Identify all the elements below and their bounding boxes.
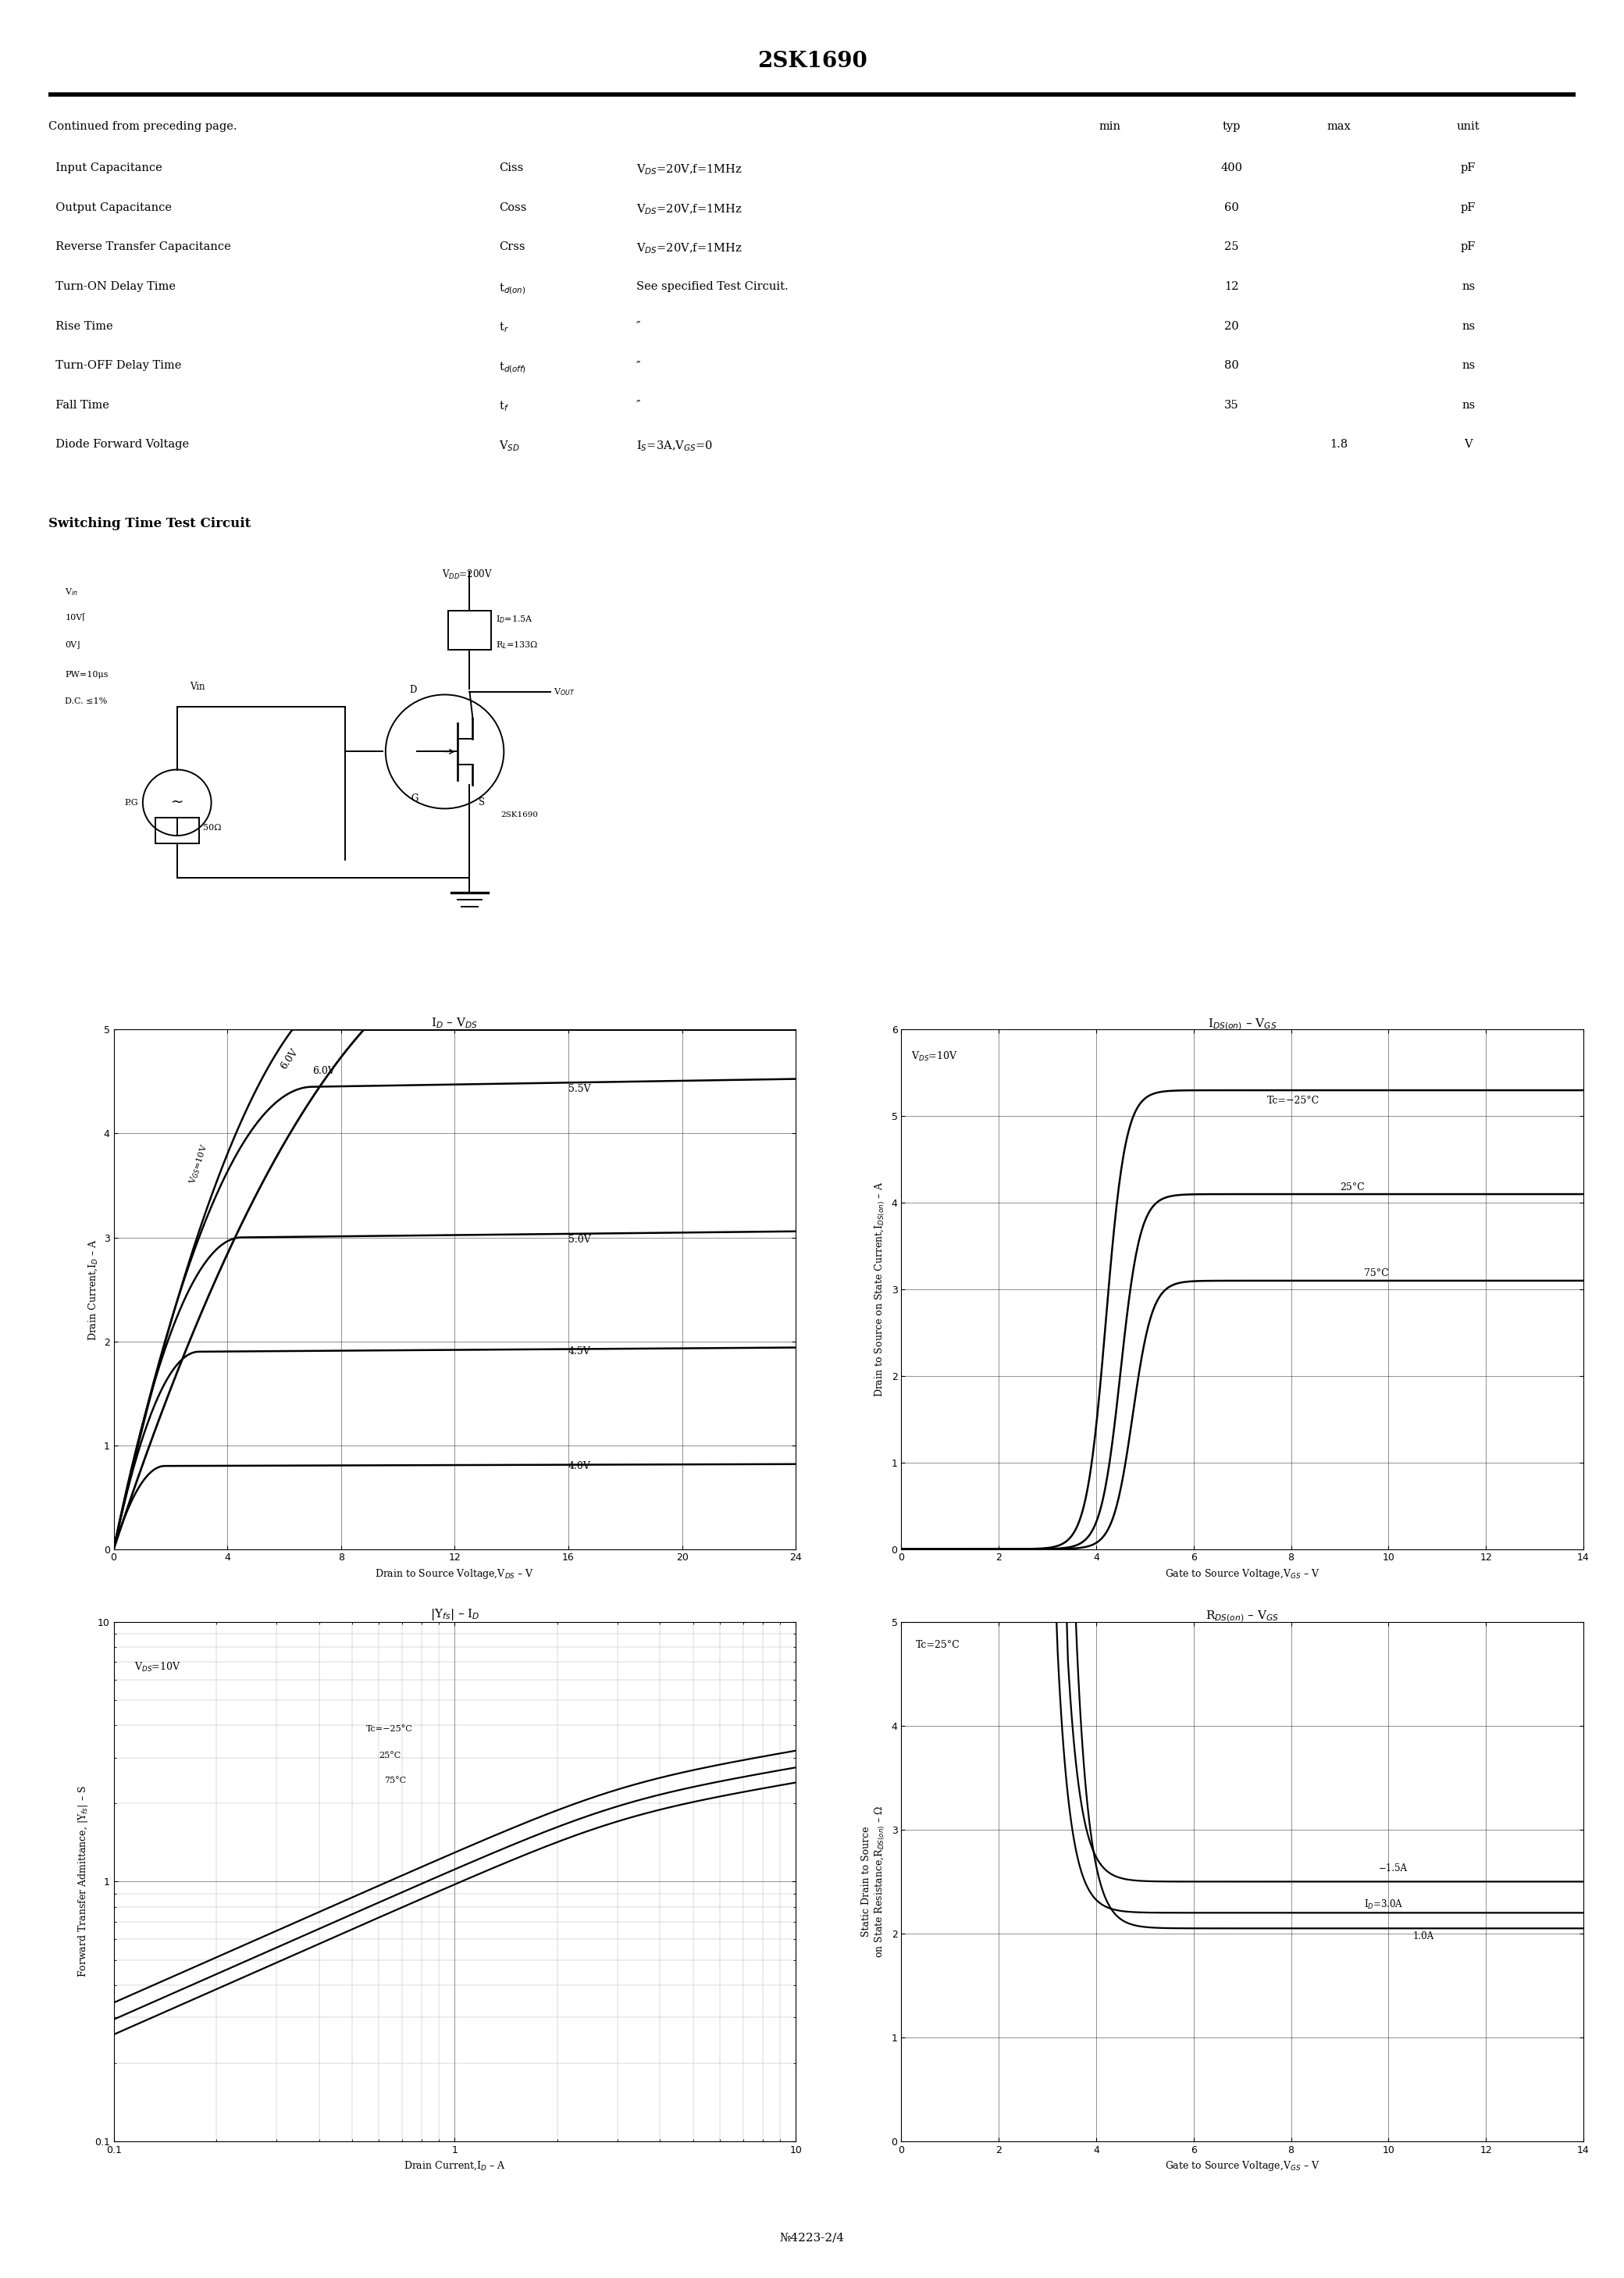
Text: V$_{OUT}$: V$_{OUT}$ <box>554 686 575 697</box>
Text: min: min <box>1099 121 1121 132</box>
Title: |Y$_{fs}$| – I$_D$: |Y$_{fs}$| – I$_D$ <box>430 1606 479 1622</box>
Text: V: V <box>1465 440 1473 451</box>
Text: 25: 25 <box>1224 241 1239 253</box>
Y-axis label: Drain Current,I$_D$ – A: Drain Current,I$_D$ – A <box>88 1239 99 1339</box>
Text: ″: ″ <box>637 399 641 410</box>
Text: ns: ns <box>1462 280 1475 292</box>
Text: 1.8: 1.8 <box>1330 440 1348 451</box>
X-axis label: Drain to Source Voltage,V$_{DS}$ – V: Drain to Source Voltage,V$_{DS}$ – V <box>375 1567 534 1581</box>
Text: S: S <box>479 797 486 809</box>
Text: 0V⌋: 0V⌋ <box>65 640 80 649</box>
Text: 10V⌈: 10V⌈ <box>65 613 86 622</box>
Text: V$_{in}$: V$_{in}$ <box>65 588 78 597</box>
Text: 75°C: 75°C <box>1364 1269 1389 1278</box>
Title: R$_{DS(on)}$ – V$_{GS}$: R$_{DS(on)}$ – V$_{GS}$ <box>1205 1608 1280 1624</box>
Text: V$_{GS}$=10V: V$_{GS}$=10V <box>187 1144 211 1185</box>
Y-axis label: Static Drain to Source
on State Resistance,R$_{DS(on)}$ – Ω: Static Drain to Source on State Resistan… <box>861 1806 887 1957</box>
Text: I$_S$=3A,V$_{GS}$=0: I$_S$=3A,V$_{GS}$=0 <box>637 440 713 453</box>
Title: I$_D$ – V$_{DS}$: I$_D$ – V$_{DS}$ <box>432 1016 477 1030</box>
Text: V$_{DD}$=200V: V$_{DD}$=200V <box>442 570 492 581</box>
Bar <box>448 611 492 649</box>
Text: Crss: Crss <box>499 241 525 253</box>
Text: unit: unit <box>1457 121 1479 132</box>
Text: G: G <box>411 793 419 804</box>
Title: I$_{DS(on)}$ – V$_{GS}$: I$_{DS(on)}$ – V$_{GS}$ <box>1208 1016 1276 1032</box>
Text: 2SK1690: 2SK1690 <box>757 50 867 71</box>
Text: Tc=25°C: Tc=25°C <box>916 1640 960 1649</box>
Text: Tc=−25°C: Tc=−25°C <box>365 1724 412 1734</box>
Text: typ: typ <box>1223 121 1241 132</box>
Text: P.G: P.G <box>125 800 138 806</box>
Text: 4.0V: 4.0V <box>568 1460 591 1472</box>
Text: pF: pF <box>1462 241 1476 253</box>
Text: 4.5V: 4.5V <box>568 1346 591 1358</box>
Text: ″: ″ <box>637 321 641 333</box>
Bar <box>156 818 198 843</box>
Y-axis label: Drain to Source on State Current,I$_{DS(on)}$ – A: Drain to Source on State Current,I$_{DS(… <box>874 1182 887 1396</box>
Text: I$_D$=1.5A: I$_D$=1.5A <box>495 613 533 624</box>
Text: pF: pF <box>1462 162 1476 173</box>
Text: 6.0V: 6.0V <box>279 1046 300 1071</box>
Text: Turn-ON Delay Time: Turn-ON Delay Time <box>49 280 175 292</box>
Text: V$_{DS}$=10V: V$_{DS}$=10V <box>911 1050 958 1064</box>
Text: Input Capacitance: Input Capacitance <box>49 162 162 173</box>
Text: 12: 12 <box>1224 280 1239 292</box>
Text: Diode Forward Voltage: Diode Forward Voltage <box>49 440 190 451</box>
Text: ″: ″ <box>637 360 641 371</box>
Text: V$_{SD}$: V$_{SD}$ <box>499 440 520 453</box>
Text: 60: 60 <box>1224 203 1239 214</box>
Text: Tc=−25°C: Tc=−25°C <box>1267 1096 1319 1105</box>
Text: max: max <box>1327 121 1351 132</box>
Text: V$_{DS}$=20V,f=1MHz: V$_{DS}$=20V,f=1MHz <box>637 241 742 255</box>
Text: 20: 20 <box>1224 321 1239 333</box>
Text: 35: 35 <box>1224 399 1239 410</box>
Text: PW=10μs: PW=10μs <box>65 670 109 679</box>
Text: Vin: Vin <box>190 681 205 693</box>
Text: t$_{d(on)}$: t$_{d(on)}$ <box>499 280 526 296</box>
Text: pF: pF <box>1462 203 1476 214</box>
Text: ns: ns <box>1462 360 1475 371</box>
Text: t$_r$: t$_r$ <box>499 321 508 335</box>
Text: D: D <box>409 686 417 695</box>
Text: 5.0V: 5.0V <box>568 1235 591 1244</box>
Text: Turn-OFF Delay Time: Turn-OFF Delay Time <box>49 360 182 371</box>
Text: ns: ns <box>1462 399 1475 410</box>
Text: 75°C: 75°C <box>383 1777 406 1784</box>
Text: 25°C: 25°C <box>378 1752 401 1759</box>
Text: Switching Time Test Circuit: Switching Time Test Circuit <box>49 517 252 531</box>
Text: V$_{DS}$=20V,f=1MHz: V$_{DS}$=20V,f=1MHz <box>637 162 742 178</box>
Text: t$_{d(off)}$: t$_{d(off)}$ <box>499 360 526 374</box>
Text: №4223-2/4: №4223-2/4 <box>780 2232 844 2244</box>
Text: Ciss: Ciss <box>499 162 523 173</box>
Text: −1.5A: −1.5A <box>1379 1863 1408 1873</box>
Text: Output Capacitance: Output Capacitance <box>49 203 172 214</box>
Text: 5.5V: 5.5V <box>568 1084 591 1093</box>
Text: 400: 400 <box>1221 162 1242 173</box>
Text: R$_L$=133Ω: R$_L$=133Ω <box>495 640 538 649</box>
Text: ~: ~ <box>171 795 184 811</box>
Text: 80: 80 <box>1224 360 1239 371</box>
Text: Reverse Transfer Capacitance: Reverse Transfer Capacitance <box>49 241 231 253</box>
X-axis label: Gate to Source Voltage,V$_{GS}$ – V: Gate to Source Voltage,V$_{GS}$ – V <box>1164 2160 1320 2173</box>
Text: See specified Test Circuit.: See specified Test Circuit. <box>637 280 788 292</box>
Text: t$_f$: t$_f$ <box>499 399 510 412</box>
Text: 2SK1690: 2SK1690 <box>500 811 538 818</box>
Text: D.C. ≤1%: D.C. ≤1% <box>65 697 107 706</box>
Text: 25°C: 25°C <box>1340 1182 1364 1191</box>
Text: V$_{DS}$=10V: V$_{DS}$=10V <box>135 1661 180 1674</box>
Text: Continued from preceding page.: Continued from preceding page. <box>49 121 237 132</box>
Text: ns: ns <box>1462 321 1475 333</box>
Text: V$_{DS}$=20V,f=1MHz: V$_{DS}$=20V,f=1MHz <box>637 203 742 216</box>
X-axis label: Drain Current,I$_D$ – A: Drain Current,I$_D$ – A <box>404 2160 505 2171</box>
Text: 6.0V: 6.0V <box>312 1066 335 1075</box>
X-axis label: Gate to Source Voltage,V$_{GS}$ – V: Gate to Source Voltage,V$_{GS}$ – V <box>1164 1567 1320 1581</box>
Y-axis label: Forward Transfer Admittance, |Y$_{fs}$| – S: Forward Transfer Admittance, |Y$_{fs}$| … <box>76 1786 89 1977</box>
Text: Rise Time: Rise Time <box>49 321 114 333</box>
Text: 1.0A: 1.0A <box>1413 1932 1434 1941</box>
Text: I$_D$=3.0A: I$_D$=3.0A <box>1364 1898 1403 1911</box>
Text: Coss: Coss <box>499 203 526 214</box>
Text: Fall Time: Fall Time <box>49 399 109 410</box>
Text: 50Ω: 50Ω <box>203 825 221 831</box>
